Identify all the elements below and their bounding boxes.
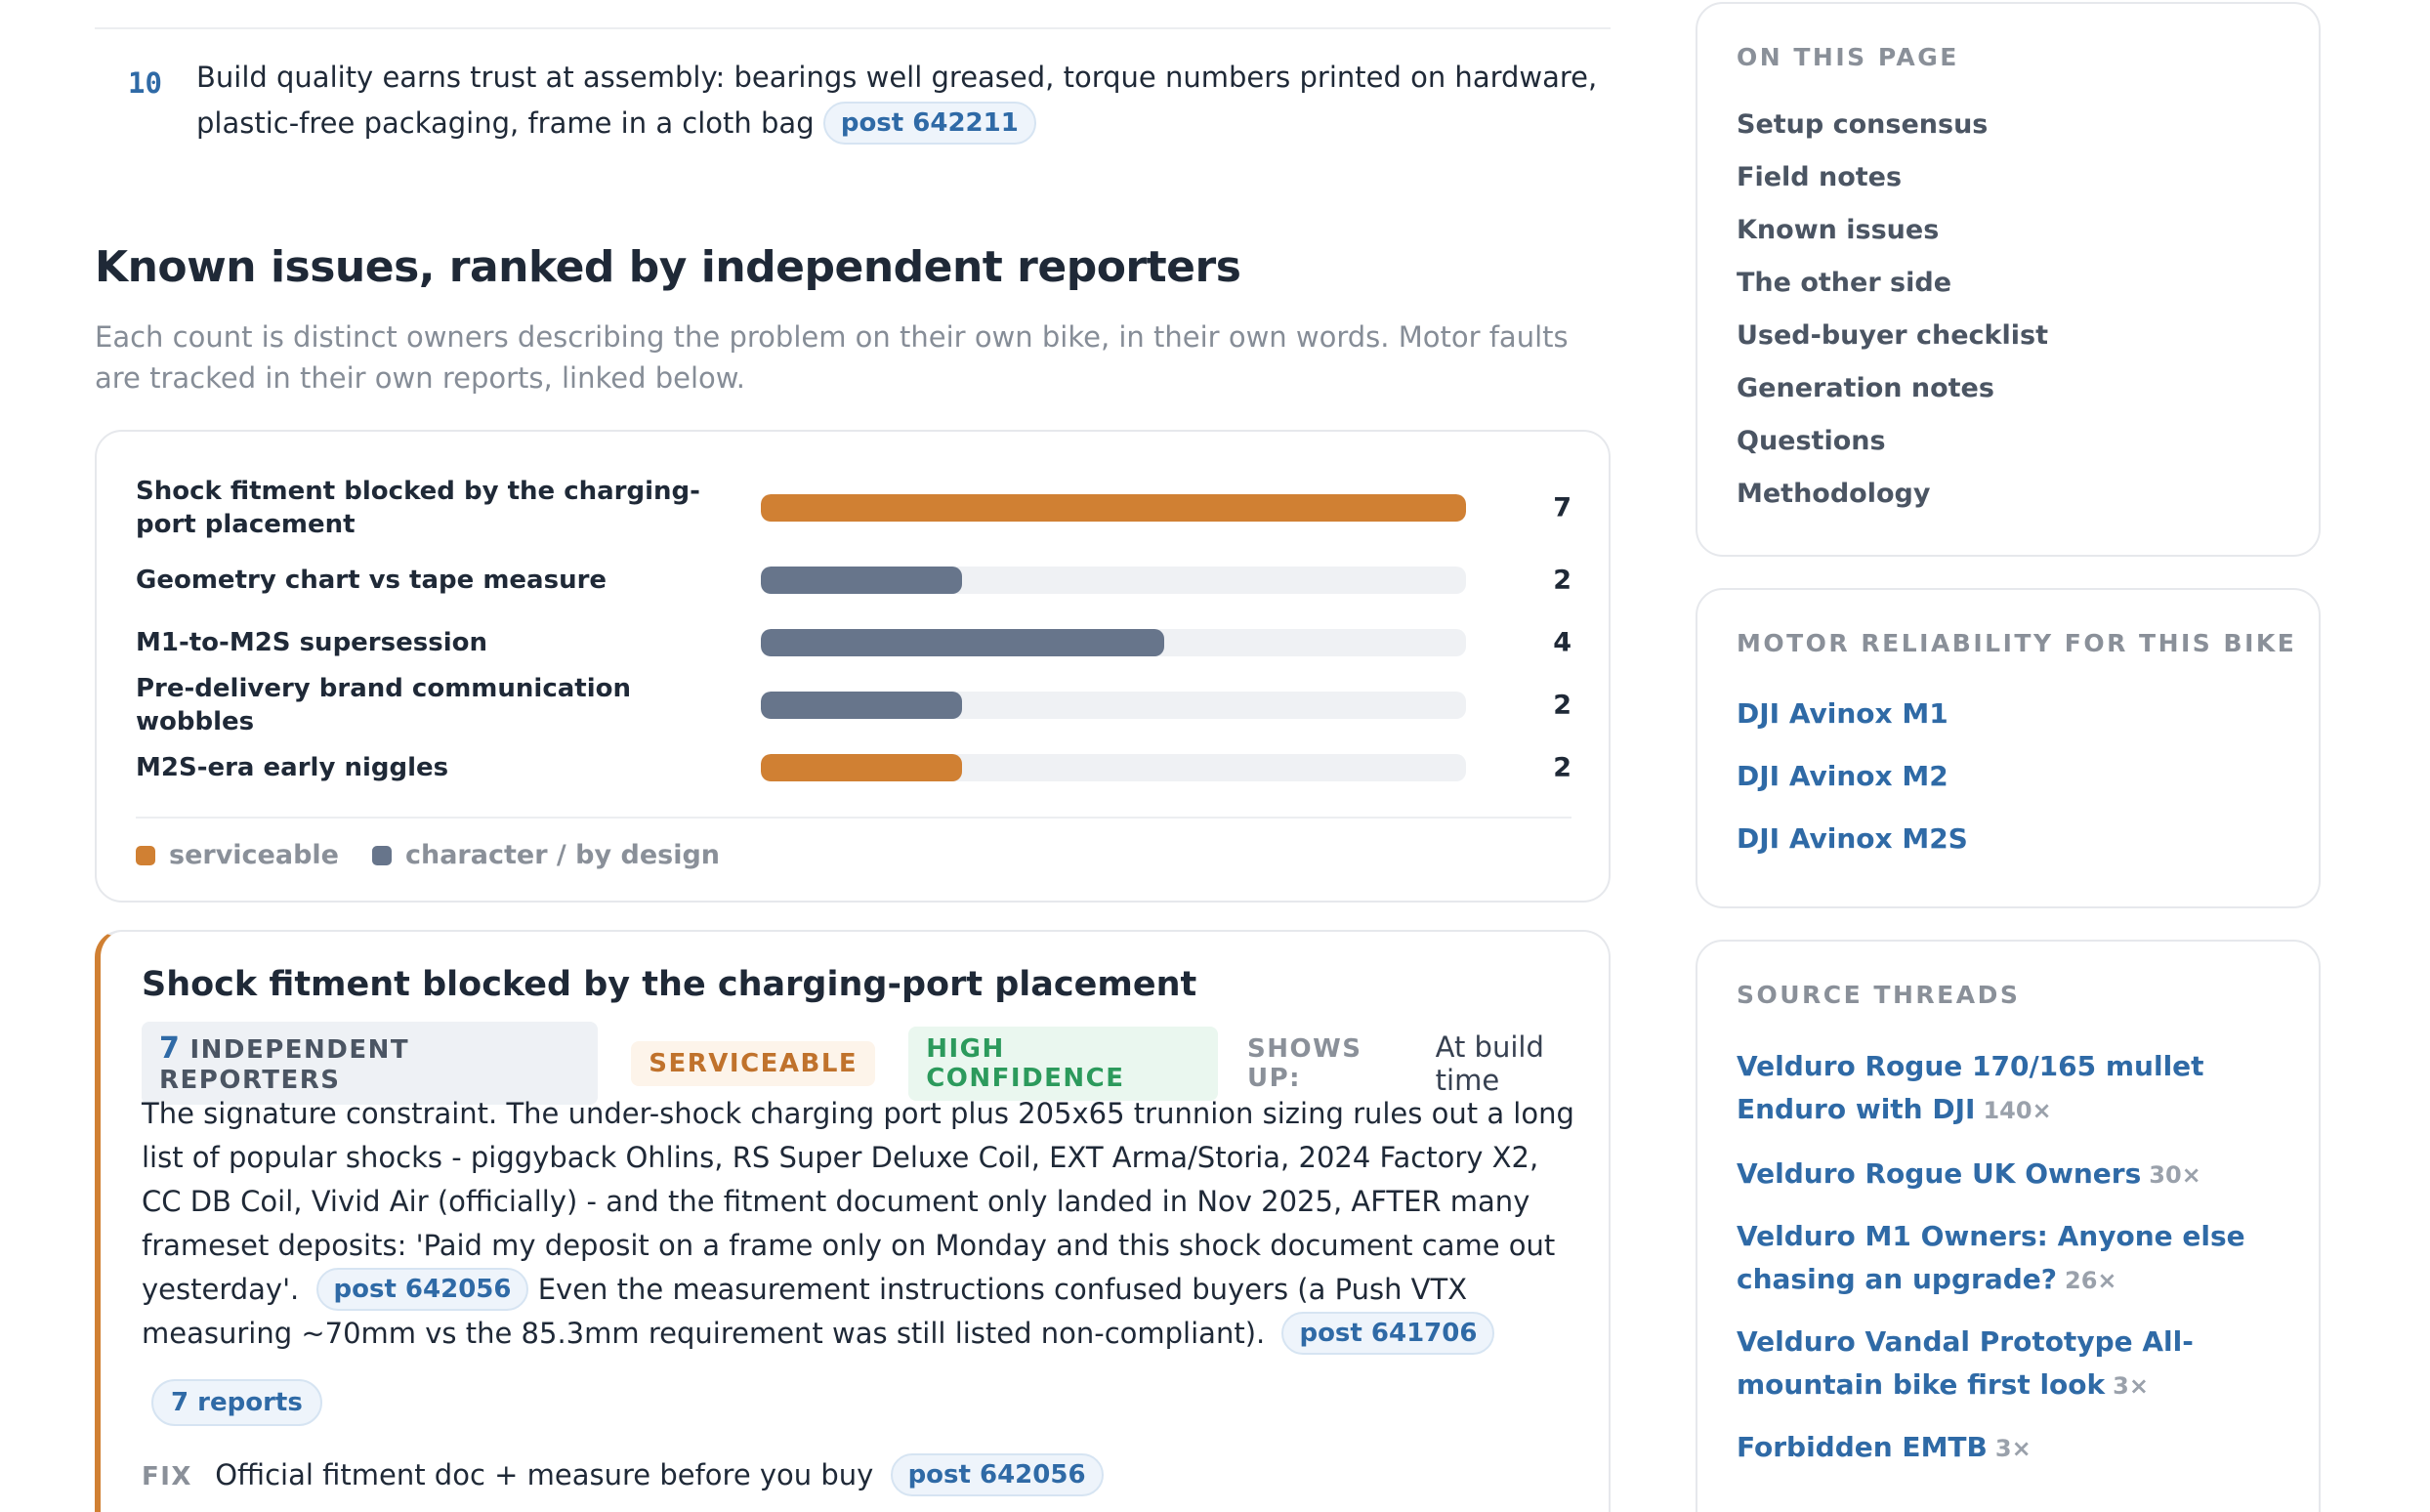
chart-bar-track (761, 629, 1466, 656)
source-thread[interactable]: Forbidden EMTB 3× (1737, 1426, 2283, 1470)
chart-bar-label: M1-to-M2S supersession (136, 628, 487, 657)
legend-swatch-serviceable (136, 845, 155, 865)
toc-item-known-issues[interactable]: Known issues (1737, 215, 1940, 245)
list-item-number: 10 (128, 66, 162, 100)
chart-bar-value: 4 (1553, 627, 1571, 658)
chart-row: Pre-delivery brand communication wobbles… (136, 674, 1571, 736)
issue-title: Shock fitment blocked by the charging-po… (142, 965, 1197, 1004)
section-title: Known issues, ranked by independent repo… (95, 242, 1241, 292)
sources-panel: SOURCE THREADS Velduro Rogue 170/165 mul… (1696, 940, 2321, 1512)
legend-label: character / by design (404, 840, 721, 870)
legend-swatch-character (371, 845, 392, 865)
toc-item-questions[interactable]: Questions (1737, 426, 1886, 456)
source-thread[interactable]: Velduro Rogue 170/165 mullet Enduro with… (1737, 1045, 2283, 1132)
source-count: 3× (1994, 1435, 2032, 1462)
source-thread[interactable]: Velduro Vandal Prototype All-mountain bi… (1737, 1321, 2283, 1407)
chart-row: Shock fitment blocked by the charging-po… (136, 473, 1571, 543)
toc-item-field-notes[interactable]: Field notes (1737, 162, 1903, 192)
shows-up-label: SHOWS UP: (1247, 1033, 1362, 1093)
reporters-label: INDEPENDENT REPORTERS (159, 1035, 410, 1095)
chart-bar-label: Pre-delivery brand communication wobbles (136, 674, 631, 736)
chart-bar-value: 2 (1553, 690, 1571, 721)
serviceable-badge: SERVICEABLE (631, 1040, 876, 1086)
fix-row: FIX Official fitment doc + measure befor… (142, 1453, 1104, 1498)
chart-bar-label: Shock fitment blocked by the charging-po… (136, 477, 700, 539)
chart-bar (761, 629, 1164, 656)
toc-item-setup-consensus[interactable]: Setup consensus (1737, 109, 1989, 140)
list-item-text: Build quality earns trust at assembly: b… (196, 61, 1598, 140)
source-title[interactable]: Velduro Rogue 170/165 mullet Enduro with… (1737, 1050, 2204, 1125)
issue-body: The signature constraint. The under-shoc… (142, 1092, 1577, 1356)
toc-item-used-buyer-checklist[interactable]: Used-buyer checklist (1737, 320, 2049, 351)
chart-bar-track (761, 692, 1466, 719)
issue-body-text: Even the measurement instructions confus… (142, 1273, 1468, 1350)
source-count: 26× (2065, 1267, 2117, 1294)
legend-label: serviceable (169, 840, 339, 870)
legend-item-serviceable: serviceable (136, 840, 339, 870)
fix-text: Official fitment doc + measure before yo… (215, 1458, 874, 1491)
chart-row: M1-to-M2S supersession 4 (136, 613, 1571, 672)
chart-bar (761, 754, 963, 781)
issues-chart: Shock fitment blocked by the charging-po… (95, 430, 1611, 903)
motor-panel: MOTOR RELIABILITY FOR THIS BIKE DJI Avin… (1696, 588, 2321, 908)
chart-bar-value: 7 (1553, 492, 1571, 524)
source-count: 30× (2149, 1161, 2201, 1189)
source-count: 140× (1983, 1097, 2052, 1124)
post-link[interactable]: post 642056 (890, 1453, 1104, 1496)
motor-heading: MOTOR RELIABILITY FOR THIS BIKE (1737, 629, 2297, 657)
source-title[interactable]: Velduro Rogue UK Owners (1737, 1157, 2142, 1190)
reports-link[interactable]: 7 reports (151, 1379, 322, 1426)
chart-bar-track (761, 754, 1466, 781)
source-thread[interactable]: Velduro Rogue UK Owners 30× (1737, 1153, 2283, 1197)
chart-bar-value: 2 (1553, 565, 1571, 596)
motor-link-m1[interactable]: DJI Avinox M1 (1737, 697, 1948, 730)
chart-row: Geometry chart vs tape measure 2 (136, 551, 1571, 609)
toc-item-generation-notes[interactable]: Generation notes (1737, 373, 1994, 403)
confidence-badge: HIGH CONFIDENCE (908, 1026, 1218, 1101)
chart-bar-label: Geometry chart vs tape measure (136, 566, 608, 595)
chart-bar-value: 2 (1553, 752, 1571, 783)
chart-bar-label: M2S-era early niggles (136, 753, 449, 782)
sources-heading: SOURCE THREADS (1737, 981, 2021, 1009)
chart-legend: serviceable character / by design (136, 840, 720, 870)
post-link[interactable]: post 642211 (822, 102, 1036, 145)
reporters-badge: 7 INDEPENDENT REPORTERS (142, 1022, 599, 1105)
source-title[interactable]: Forbidden EMTB (1737, 1431, 1988, 1463)
chart-bar (761, 692, 963, 719)
toc-item-other-side[interactable]: The other side (1737, 268, 1952, 298)
source-thread[interactable]: Velduro M1 Owners: Anyone else chasing a… (1737, 1215, 2283, 1302)
issue-body-text: The signature constraint. The under-shoc… (142, 1097, 1574, 1306)
post-link[interactable]: post 641706 (1281, 1312, 1495, 1355)
chart-bar (761, 567, 963, 594)
source-count: 3× (2113, 1372, 2149, 1400)
toc-item-methodology[interactable]: Methodology (1737, 479, 1931, 509)
post-link[interactable]: post 642056 (315, 1268, 529, 1311)
section-lead: Each count is distinct owners describing… (95, 320, 1569, 395)
source-title[interactable]: Velduro M1 Owners: Anyone else chasing a… (1737, 1220, 2245, 1295)
toc-panel: ON THIS PAGE Setup consensus Field notes… (1696, 2, 2321, 557)
chart-bar-track (761, 494, 1466, 522)
chart-divider (136, 817, 1571, 819)
fix-label: FIX (142, 1462, 192, 1491)
reporters-count: 7 (159, 1031, 180, 1066)
source-title[interactable]: Velduro Vandal Prototype All-mountain bi… (1737, 1325, 2194, 1401)
issue-meta: 7 INDEPENDENT REPORTERS SERVICEABLE HIGH… (142, 1022, 1609, 1105)
legend-item-character: character / by design (371, 840, 721, 870)
motor-link-m2[interactable]: DJI Avinox M2 (1737, 760, 1948, 792)
chart-bar (761, 494, 1466, 522)
issue-card: Shock fitment blocked by the charging-po… (95, 930, 1611, 1512)
toc-heading: ON THIS PAGE (1737, 43, 1959, 71)
chart-bar-track (761, 567, 1466, 594)
chart-row: M2S-era early niggles 2 (136, 738, 1571, 797)
motor-link-m2s[interactable]: DJI Avinox M2S (1737, 822, 1968, 855)
shows-up-value: At build time (1435, 1029, 1544, 1097)
divider (95, 27, 1611, 29)
